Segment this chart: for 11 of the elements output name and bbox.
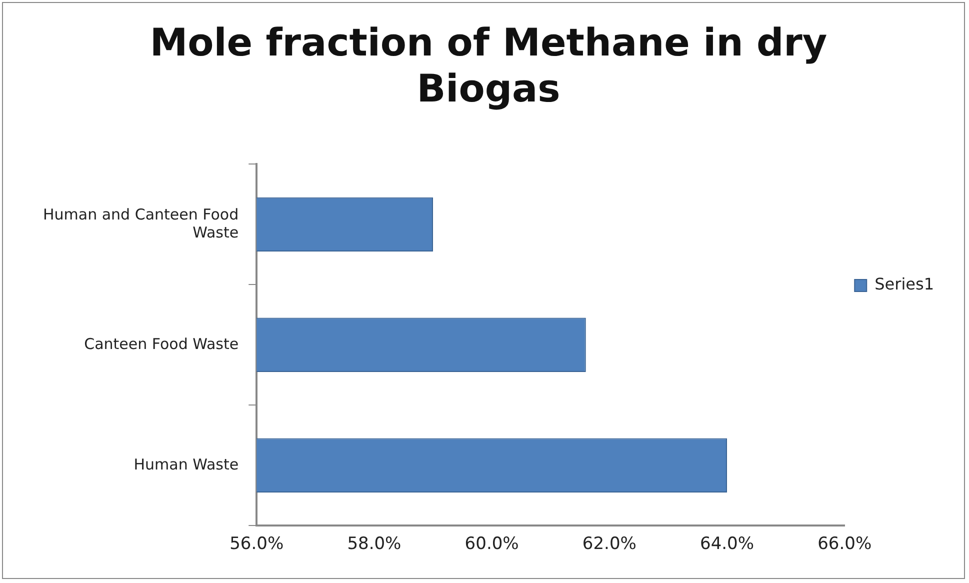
y-tick-label: Canteen Food Waste xyxy=(84,334,239,353)
x-tick-label: 60.0% xyxy=(464,534,519,554)
chart-title: Mole fraction of Methane in dry Biogas xyxy=(150,20,828,110)
x-tick-label: 64.0% xyxy=(700,534,754,554)
y-tick-label: Human and Canteen Food Waste xyxy=(43,205,239,242)
x-tick-label: 56.0% xyxy=(230,534,284,554)
x-tick-label: 62.0% xyxy=(582,534,636,554)
y-tick-label: Human Waste xyxy=(134,455,239,474)
x-tick-label: 58.0% xyxy=(347,534,402,554)
x-tick-label: 66.0% xyxy=(818,534,872,554)
legend-label: Series1 xyxy=(874,274,934,294)
